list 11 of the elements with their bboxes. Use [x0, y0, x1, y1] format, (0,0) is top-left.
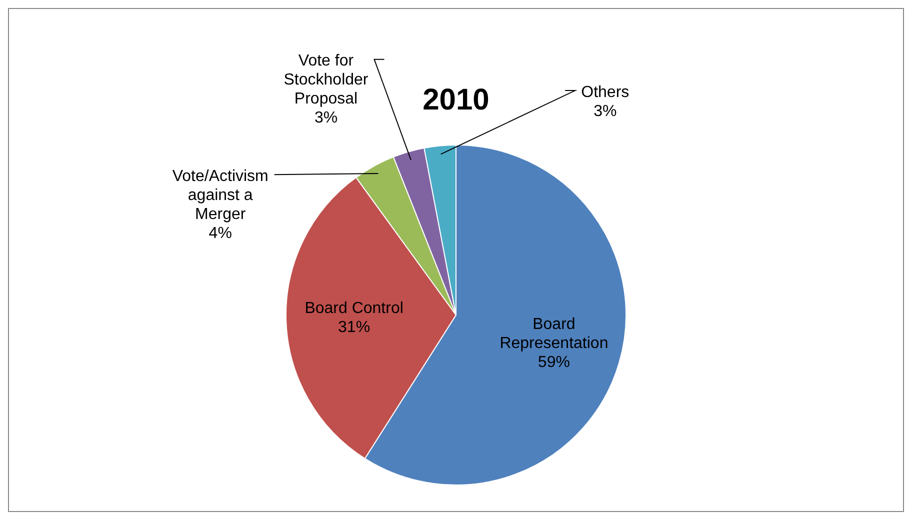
slice-label: Others	[581, 84, 630, 101]
slice-label: Vote/Activism against a Merger	[172, 168, 268, 224]
data-label: 31%	[338, 319, 370, 336]
data-label: 3%	[594, 102, 617, 120]
slice-label: Vote for Stockholder Proposal	[284, 52, 369, 108]
slice-label: Board Representation	[500, 316, 608, 352]
data-label: 59%	[538, 354, 570, 371]
data-label: 4%	[208, 225, 232, 242]
data-label: 3%	[314, 110, 338, 127]
slice-label: Board Control	[304, 300, 404, 318]
text: 2010	[422, 83, 490, 116]
